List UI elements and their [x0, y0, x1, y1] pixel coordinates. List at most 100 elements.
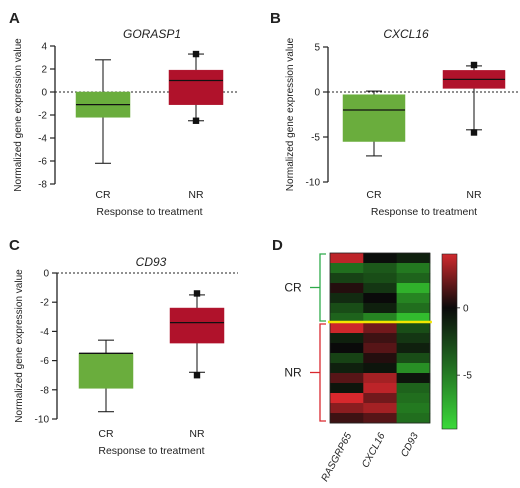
- y-tick-label: -8: [38, 180, 47, 191]
- box-cr: [342, 94, 406, 142]
- heatmap-cell: [363, 353, 397, 364]
- heatmap-cell: [330, 313, 364, 324]
- category-label-nr: NR: [189, 428, 205, 440]
- y-tick-label: -4: [40, 327, 49, 338]
- heatmap-cell: [396, 273, 431, 284]
- y-tick-label: -10: [306, 178, 321, 189]
- panel-letter-d: D: [272, 237, 283, 254]
- heatmap-cell: [396, 283, 431, 294]
- y-tick-label: 0: [314, 88, 320, 99]
- category-label-cr: CR: [98, 428, 114, 440]
- y-tick-label: 5: [314, 43, 320, 54]
- heatmap-cell: [330, 253, 364, 264]
- panel-b-cxcl16: B CXCL16 Normalized gene expression value…: [270, 10, 519, 218]
- category-label-nr: NR: [188, 189, 204, 201]
- category-label-cr: CR: [366, 189, 382, 201]
- heatmap-cell: [330, 383, 364, 394]
- category-label-cr: CR: [95, 189, 111, 201]
- heatmap-cell: [396, 313, 431, 324]
- heatmap-frame: [329, 252, 431, 424]
- heatmap-cell: [330, 273, 364, 284]
- colorbar-tick-label: -5: [463, 371, 472, 382]
- y-tick-label: -4: [38, 134, 47, 145]
- outlier-marker: [470, 129, 478, 136]
- colorbar-tick-label: 0: [463, 303, 469, 314]
- y-tick-label: -8: [40, 385, 49, 396]
- outlier-marker: [192, 117, 200, 124]
- panel-letter-b: B: [270, 10, 281, 27]
- y-tick-label: -5: [311, 133, 320, 144]
- chart-title: CD93: [136, 255, 167, 269]
- heatmap-cell: [330, 293, 364, 304]
- heatmap-cell: [330, 403, 364, 414]
- y-axis-label: Normalized gene expression value: [13, 38, 24, 192]
- heatmap-cell: [396, 263, 431, 274]
- heatmap-cell: [396, 333, 431, 344]
- panel-letter-c: C: [9, 237, 20, 254]
- heatmap-cell: [396, 353, 431, 364]
- heatmap-cell: [396, 373, 431, 384]
- heatmap-cell: [330, 353, 364, 364]
- y-tick-label: -2: [40, 298, 49, 309]
- heatmap-cell: [363, 253, 397, 264]
- heatmap-cell: [396, 343, 431, 354]
- heatmap-cell: [363, 303, 397, 314]
- y-tick-label: -2: [38, 111, 47, 122]
- heatmap-cell: [363, 413, 397, 424]
- heatmap-cell: [363, 323, 397, 334]
- heatmap-cell: [330, 373, 364, 384]
- heatmap-cell: [363, 383, 397, 394]
- y-axis-label: Normalized gene expression value: [285, 37, 296, 191]
- y-tick-label: -6: [40, 356, 49, 367]
- y-tick-label: 0: [41, 88, 47, 99]
- heatmap-cell: [396, 413, 431, 424]
- box-nr: [168, 69, 224, 105]
- heatmap-cell: [330, 343, 364, 354]
- heatmap-cell: [363, 363, 397, 374]
- heatmap-cell: [396, 323, 431, 334]
- y-tick-label: -10: [35, 415, 50, 426]
- heatmap-cell: [396, 293, 431, 304]
- box-cr: [78, 353, 134, 389]
- heatmap-cell: [363, 333, 397, 344]
- heatmap-cell: [363, 313, 397, 324]
- outlier-marker: [470, 61, 478, 69]
- outlier-marker: [193, 372, 201, 379]
- group-label-nr: NR: [284, 366, 302, 380]
- heatmap-cell: [363, 373, 397, 384]
- heatmap-cell: [330, 363, 364, 374]
- panel-d-heatmap: D CR NR RASGRP65 CXCL16 CD93 0 -5: [272, 237, 472, 484]
- chart-title: GORASP1: [123, 27, 181, 41]
- y-axis-label: Normalized gene expression value: [14, 269, 25, 423]
- colorbar: [441, 253, 458, 430]
- y-tick-label: 4: [41, 42, 47, 53]
- heatmap-cell: [396, 393, 431, 404]
- heatmap-cell: [396, 303, 431, 314]
- heatmap-cell: [363, 263, 397, 274]
- heatmap-cell: [330, 333, 364, 344]
- heatmap-cell: [396, 253, 431, 264]
- outlier-marker: [192, 50, 200, 58]
- heatmap-cell: [363, 403, 397, 414]
- heatmap-cell: [396, 383, 431, 394]
- heatmap-cell: [396, 363, 431, 374]
- heatmap-cell: [363, 283, 397, 294]
- y-tick-label: -6: [38, 157, 47, 168]
- panel-a-gorasp1: A GORASP1 Normalized gene expression valu…: [9, 10, 237, 218]
- y-tick-label: 0: [43, 269, 49, 280]
- x-axis-label: Response to treatment: [371, 206, 477, 218]
- group-bracket-nr: [319, 323, 326, 422]
- panel-letter-a: A: [9, 10, 20, 27]
- heatmap-cell: [363, 273, 397, 284]
- heatmap-cell: [330, 413, 364, 424]
- heatmap-cell: [330, 323, 364, 334]
- outlier-marker: [193, 290, 201, 297]
- group-label-cr: CR: [284, 281, 302, 295]
- heatmap-cell: [363, 293, 397, 304]
- group-bracket-cr: [319, 253, 326, 322]
- heatmap-column-label: CD93: [399, 431, 421, 459]
- heatmap-cell: [330, 393, 364, 404]
- chart-title: CXCL16: [383, 27, 429, 41]
- category-label-nr: NR: [466, 189, 482, 201]
